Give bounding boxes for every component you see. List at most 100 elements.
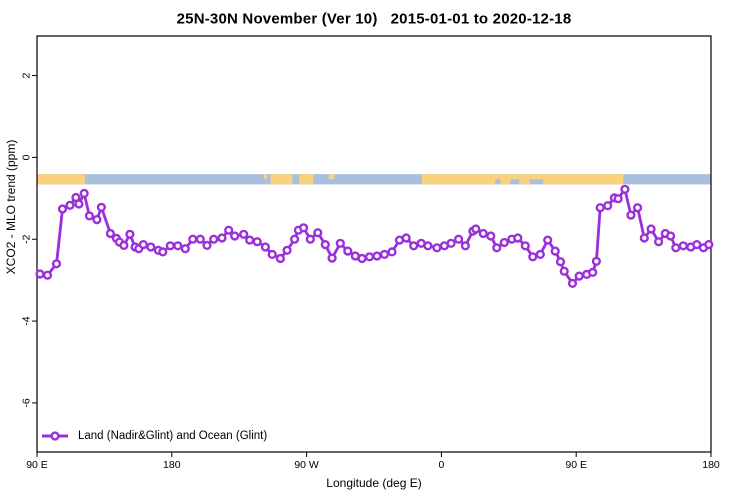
data-point	[387, 247, 397, 257]
data-point	[188, 234, 198, 244]
data-point	[105, 228, 116, 239]
data-point	[35, 269, 45, 279]
data-point	[423, 241, 433, 251]
x-tick-label: 180	[163, 459, 181, 471]
data-point	[320, 240, 330, 250]
data-point	[535, 249, 545, 260]
data-point	[57, 204, 68, 214]
land-speck	[263, 174, 267, 180]
data-point	[65, 200, 75, 210]
data-point	[639, 233, 649, 243]
data-point	[432, 243, 442, 253]
data-point	[471, 224, 481, 234]
data-point	[202, 240, 212, 251]
data-point	[528, 252, 538, 262]
data-point	[409, 241, 419, 251]
data-point	[290, 234, 300, 244]
data-point	[125, 229, 135, 239]
data-point	[260, 242, 271, 252]
data-point	[245, 235, 255, 245]
y-tick-label: -6	[21, 398, 33, 407]
y-tick-label: -2	[21, 234, 33, 243]
data-point	[327, 253, 337, 263]
data-point	[478, 228, 488, 239]
data-point	[195, 234, 205, 244]
data-point	[84, 211, 95, 221]
data-point	[550, 246, 560, 256]
data-point	[595, 203, 605, 213]
data-point	[446, 238, 456, 248]
data-point	[138, 240, 148, 250]
x-tick-label: 0	[438, 459, 444, 471]
ocean-speck	[510, 179, 520, 185]
data-point	[486, 231, 496, 241]
land-speck	[329, 174, 335, 180]
data-point	[646, 224, 656, 234]
data-point	[591, 256, 602, 266]
data-point	[613, 194, 623, 204]
data-point	[401, 233, 411, 243]
data-point	[51, 259, 62, 269]
data-point	[499, 237, 509, 248]
data-point	[343, 246, 353, 256]
data-point	[252, 237, 262, 247]
data-point	[173, 241, 183, 251]
data-point	[305, 234, 315, 244]
x-tick-label: 90 E	[26, 459, 48, 471]
ocean-speck	[495, 179, 501, 185]
chart-title: 25N-30N November (Ver 10) 2015-01-01 to …	[176, 10, 572, 28]
x-tick-label: 90 W	[294, 459, 319, 471]
data-point	[665, 231, 676, 241]
land-strip-segment	[270, 174, 293, 185]
x-tick-label: 180	[702, 459, 720, 471]
data-point	[209, 234, 219, 244]
legend-label: Land (Nadir&Glint) and Ocean (Glint)	[78, 430, 268, 442]
data-point	[267, 249, 277, 260]
ocean-strip	[37, 174, 711, 185]
data-point	[119, 240, 129, 251]
land-strip-segment	[421, 174, 624, 185]
data-point	[555, 257, 566, 267]
data-point	[574, 271, 584, 281]
data-point	[704, 240, 714, 250]
data-point	[460, 241, 471, 251]
y-tick-label: 2	[21, 72, 33, 78]
data-point	[335, 238, 345, 248]
data-point	[567, 278, 578, 289]
data-point	[239, 229, 249, 239]
data-point	[92, 215, 102, 225]
data-point	[379, 249, 390, 260]
data-point	[230, 231, 240, 241]
data-point	[671, 243, 681, 253]
data-point	[96, 202, 107, 212]
data-point	[42, 270, 53, 280]
data-point	[224, 225, 234, 235]
data-point	[559, 266, 569, 276]
data-point	[454, 234, 464, 244]
data-point	[79, 188, 89, 199]
data-point	[626, 210, 636, 220]
data-point	[372, 251, 382, 261]
data-point	[146, 242, 156, 252]
data-point	[282, 245, 292, 255]
legend: Land (Nadir&Glint) and Ocean (Glint)	[41, 430, 267, 442]
data-point	[180, 244, 190, 254]
data-point	[165, 241, 175, 251]
x-tick-label: 90 E	[565, 459, 587, 471]
data-point	[678, 241, 688, 251]
data-point	[299, 223, 309, 233]
y-tick-label: 0	[21, 154, 33, 160]
data-point	[620, 184, 630, 194]
data-point	[603, 201, 613, 211]
data-point	[520, 241, 530, 251]
legend-marker-icon	[42, 431, 68, 441]
data-point	[543, 235, 553, 245]
x-axis-label: Longitude (deg E)	[326, 476, 422, 490]
y-tick-label: -4	[21, 316, 33, 325]
data-point	[653, 237, 664, 247]
data-point	[632, 203, 643, 213]
data-point	[588, 267, 598, 278]
ocean-speck	[529, 179, 544, 185]
